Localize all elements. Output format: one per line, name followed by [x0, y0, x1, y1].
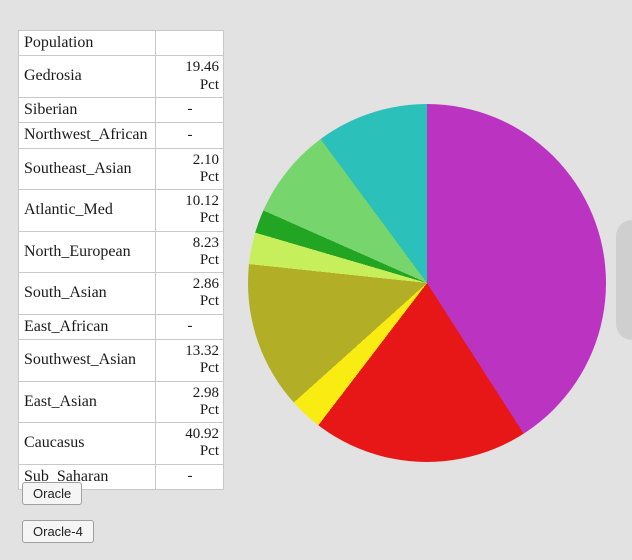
row-value: - — [156, 314, 224, 339]
right-edge-arc — [616, 220, 632, 340]
row-name: East_Asian — [19, 381, 156, 423]
row-value: 2.10Pct — [156, 148, 224, 190]
row-value: - — [156, 97, 224, 122]
oracle-button[interactable]: Oracle — [22, 482, 82, 505]
table-row: East_Asian2.98Pct — [19, 381, 224, 423]
row-value: 40.92Pct — [156, 423, 224, 465]
table-row: Siberian- — [19, 97, 224, 122]
row-value: 13.32Pct — [156, 340, 224, 382]
table-row: Gedrosia19.46Pct — [19, 56, 224, 98]
row-name: Siberian — [19, 97, 156, 122]
row-name: Caucasus — [19, 423, 156, 465]
row-value: - — [156, 464, 224, 489]
row-value: - — [156, 123, 224, 148]
oracle-4-button[interactable]: Oracle-4 — [22, 520, 94, 543]
table-row: South_Asian2.86Pct — [19, 273, 224, 315]
table-row: Caucasus40.92Pct — [19, 423, 224, 465]
table-header-label: Population — [19, 31, 156, 56]
table-row: Atlantic_Med10.12Pct — [19, 190, 224, 232]
row-name: Southeast_Asian — [19, 148, 156, 190]
row-value: 19.46Pct — [156, 56, 224, 98]
admixture-pie-chart — [248, 104, 606, 462]
row-name: Southwest_Asian — [19, 340, 156, 382]
table-row: East_African- — [19, 314, 224, 339]
row-name: South_Asian — [19, 273, 156, 315]
row-name: Gedrosia — [19, 56, 156, 98]
row-value: 8.23Pct — [156, 231, 224, 273]
row-value: 2.98Pct — [156, 381, 224, 423]
row-value: 2.86Pct — [156, 273, 224, 315]
table-header-value — [156, 31, 224, 56]
table-row: Southeast_Asian2.10Pct — [19, 148, 224, 190]
population-table: PopulationGedrosia19.46PctSiberian-North… — [18, 30, 224, 490]
table-row: Southwest_Asian13.32Pct — [19, 340, 224, 382]
row-name: Atlantic_Med — [19, 190, 156, 232]
table-row: North_European8.23Pct — [19, 231, 224, 273]
row-name: North_European — [19, 231, 156, 273]
row-name: East_African — [19, 314, 156, 339]
row-name: Northwest_African — [19, 123, 156, 148]
row-value: 10.12Pct — [156, 190, 224, 232]
table-row: Northwest_African- — [19, 123, 224, 148]
